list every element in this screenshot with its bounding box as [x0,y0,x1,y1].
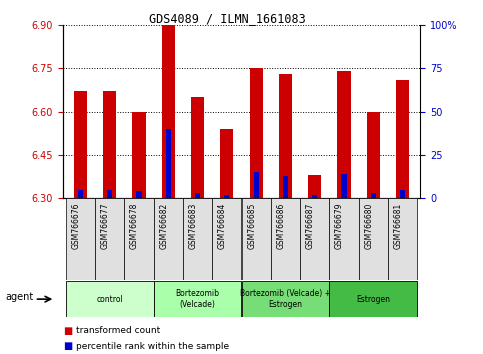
Bar [388,198,417,280]
Bar [220,129,233,198]
Bar [136,191,142,198]
Bar [341,174,347,198]
Bar [250,68,263,198]
Text: GSM766684: GSM766684 [218,202,227,249]
Bar [66,281,154,317]
Bar [95,198,124,280]
Text: GDS4089 / ILMN_1661083: GDS4089 / ILMN_1661083 [149,12,305,25]
Text: ■: ■ [63,341,72,351]
Bar [132,112,145,198]
Bar [162,25,175,198]
Bar [166,129,171,198]
Text: ■: ■ [63,326,72,336]
Bar [367,112,380,198]
Text: control: control [96,295,123,304]
Bar [183,198,212,280]
Text: GSM766687: GSM766687 [306,202,315,249]
Text: GSM766685: GSM766685 [247,202,256,249]
Text: transformed count: transformed count [76,326,160,336]
Bar [329,281,417,317]
Text: GSM766683: GSM766683 [188,202,198,249]
Text: Estrogen: Estrogen [356,295,390,304]
Bar [154,198,183,280]
Text: GSM766679: GSM766679 [335,202,344,249]
Bar [308,175,321,198]
Bar [74,91,87,198]
Text: GSM766680: GSM766680 [364,202,373,249]
Bar [66,198,95,280]
Text: GSM766682: GSM766682 [159,202,168,249]
Text: GSM766681: GSM766681 [394,202,403,249]
Text: GSM766678: GSM766678 [130,202,139,249]
Bar [400,190,405,198]
Text: GSM766677: GSM766677 [100,202,110,249]
Bar [271,198,300,280]
Bar [359,198,388,280]
Bar [107,190,113,198]
Bar [312,195,317,198]
Bar [338,71,351,198]
Bar [396,80,409,198]
Bar [212,198,242,280]
Bar [329,198,359,280]
Bar [242,281,329,317]
Bar [279,74,292,198]
Bar [124,198,154,280]
Bar [78,190,83,198]
Bar [370,193,376,198]
Bar [224,195,229,198]
Bar [195,193,200,198]
Bar [191,97,204,198]
Bar [283,176,288,198]
Text: percentile rank within the sample: percentile rank within the sample [76,342,229,351]
Bar [254,172,259,198]
Text: GSM766686: GSM766686 [276,202,285,249]
Text: Bortezomib (Velcade) +
Estrogen: Bortezomib (Velcade) + Estrogen [240,290,331,309]
Bar [154,281,242,317]
Bar [300,198,329,280]
Bar [242,198,271,280]
Text: Bortezomib
(Velcade): Bortezomib (Velcade) [175,290,220,309]
Bar [103,91,116,198]
Text: GSM766676: GSM766676 [71,202,80,249]
Text: agent: agent [5,292,33,302]
